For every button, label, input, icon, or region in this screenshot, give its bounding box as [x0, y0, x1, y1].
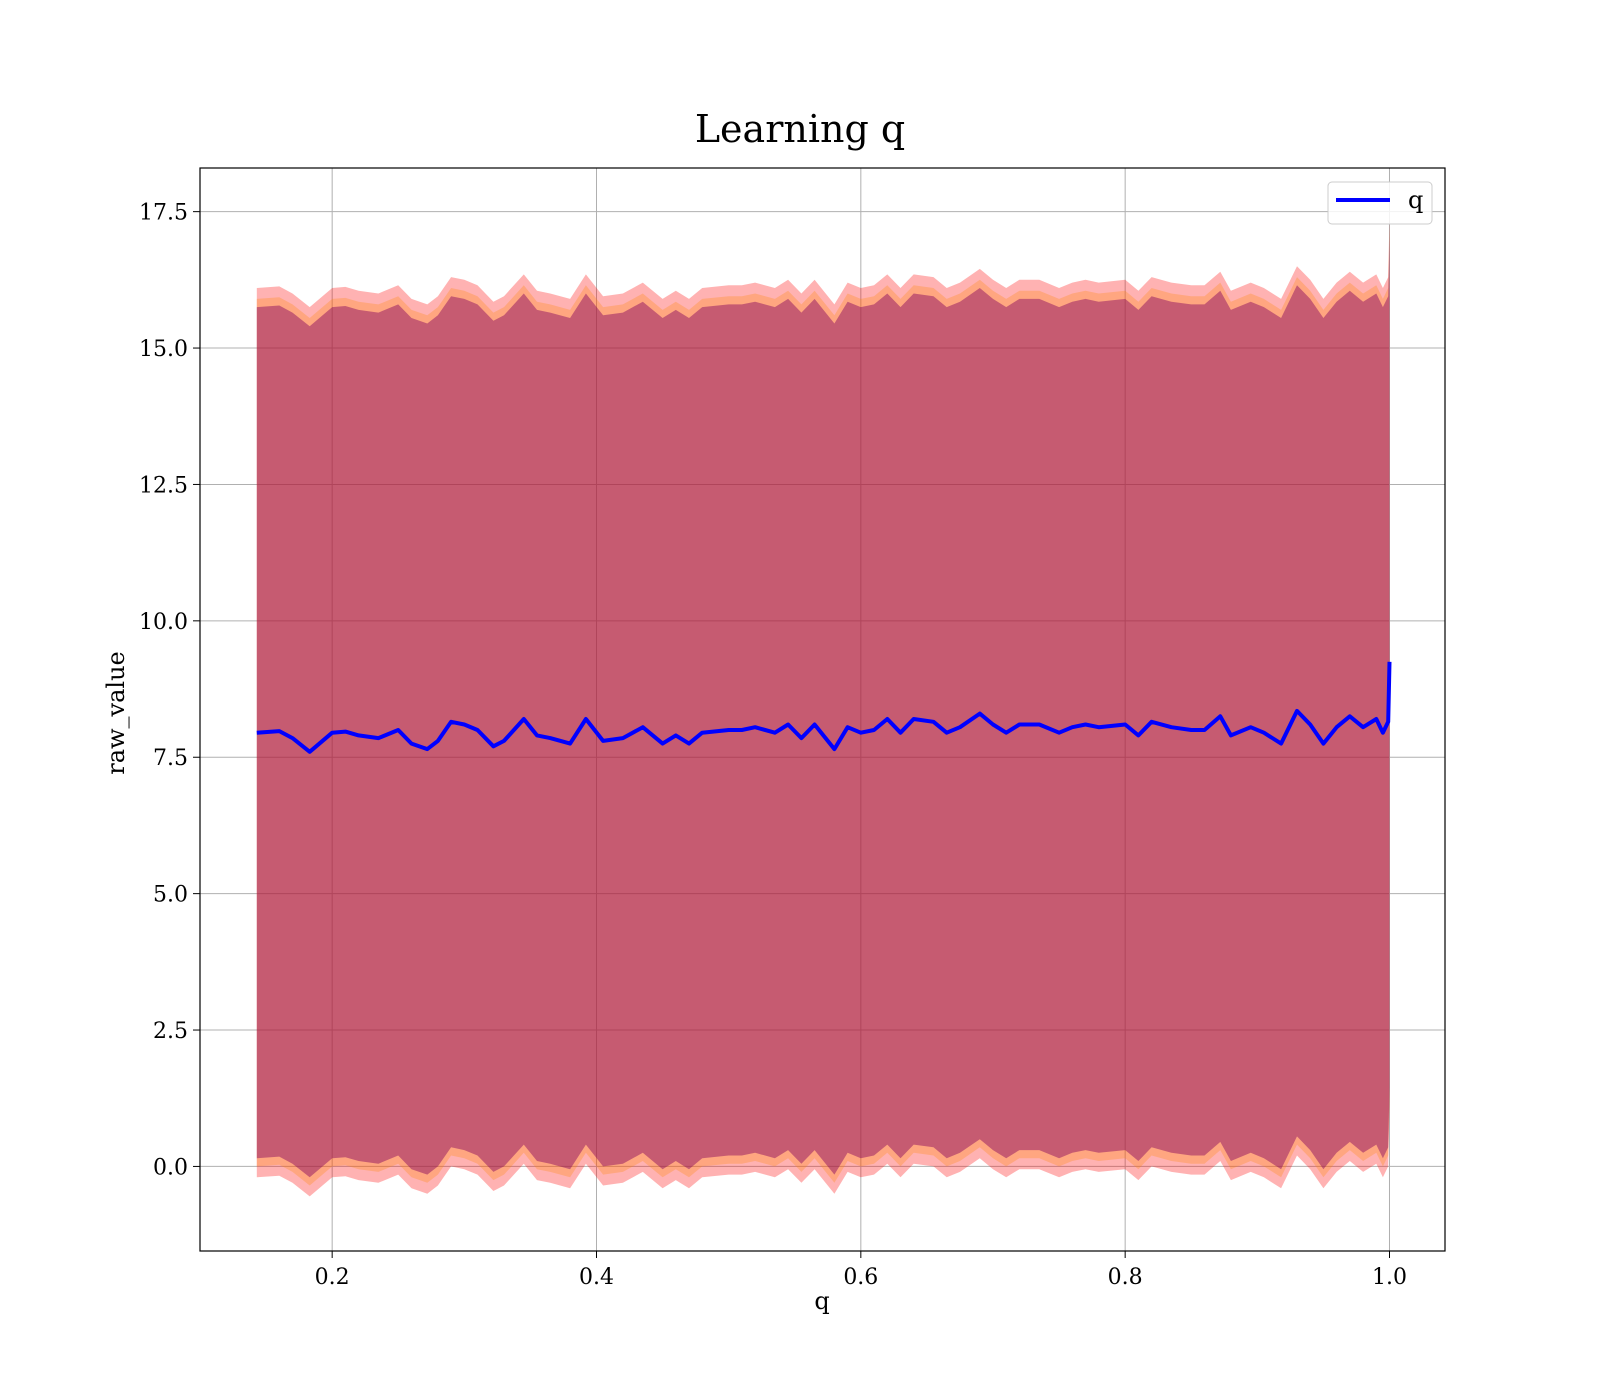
- legend-box: [1327, 181, 1433, 225]
- outer-confidence-band: [256, 217, 1390, 1197]
- y-axis-label: raw_value: [102, 651, 130, 775]
- inner-confidence-band: [256, 236, 1390, 1178]
- y-tick-label: 2.5: [153, 1019, 188, 1044]
- y-tick-label: 17.5: [139, 201, 188, 226]
- y-tick-label: 0.0: [153, 1155, 188, 1180]
- series-lines: [256, 661, 1392, 754]
- legend-label: q: [1408, 186, 1423, 214]
- axis-ticks: 0.2 0.4 0.6 0.8 1.0 0.0 2.5 5.0 7.5 10.0 12.5 15.0 1…: [139, 201, 1407, 1290]
- y-tick-label: 5.0: [153, 883, 188, 908]
- plot-frame: [199, 167, 1446, 1252]
- y-tick-label: 15.0: [139, 337, 188, 362]
- chart-title: Learning q: [695, 107, 905, 151]
- x-tick-label: 0.8: [1108, 1265, 1143, 1290]
- middle-confidence-band: [256, 228, 1390, 1186]
- series-line-q: [256, 661, 1392, 754]
- y-tick-label: 10.0: [139, 610, 188, 635]
- x-tick-label: 0.4: [579, 1265, 614, 1290]
- x-tick-label: 0.2: [315, 1265, 350, 1290]
- legend: q: [1327, 181, 1433, 225]
- x-tick-label: 0.6: [843, 1265, 878, 1290]
- x-tick-label: 1.0: [1372, 1265, 1407, 1290]
- x-axis-label: q: [814, 1287, 829, 1315]
- confidence-bands: [256, 217, 1390, 1197]
- y-tick-label: 12.5: [139, 473, 188, 498]
- y-tick-label: 7.5: [153, 746, 188, 771]
